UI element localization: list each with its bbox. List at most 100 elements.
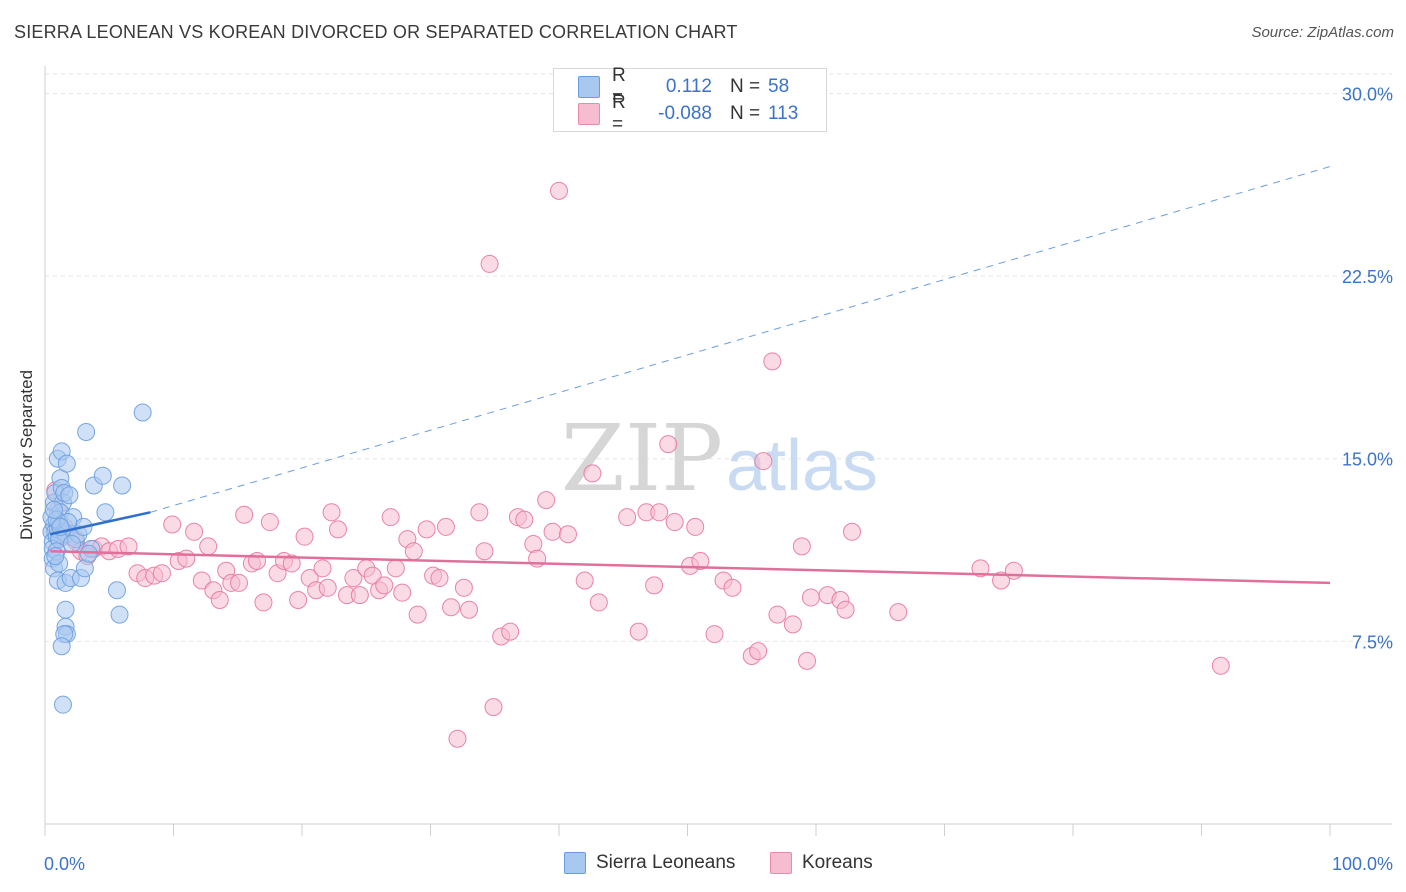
data-point (110, 605, 129, 624)
data-point (119, 537, 138, 556)
legend-row-koreans: R = -0.088 N = 113 (578, 92, 799, 135)
legend-item-koreans: Koreans (770, 852, 873, 874)
data-point (454, 578, 473, 597)
data-point (836, 600, 855, 619)
data-point (436, 517, 455, 536)
data-point (113, 476, 132, 495)
data-point (691, 552, 710, 571)
data-point (889, 603, 908, 622)
stats-legend: R = 0.112 N = 58 R = -0.088 N = 113 (553, 65, 827, 135)
data-point (448, 729, 467, 748)
data-point (763, 352, 782, 371)
data-point (543, 522, 562, 541)
data-point (645, 576, 664, 595)
data-point (768, 605, 787, 624)
data-point (44, 500, 63, 519)
data-point (230, 573, 249, 592)
data-point (404, 542, 423, 561)
data-point (163, 515, 182, 534)
data-point (93, 466, 112, 485)
data-point (665, 513, 684, 532)
chart-title: SIERRA LEONEAN VS KOREAN DIVORCED OR SEP… (14, 22, 738, 42)
data-point (192, 571, 211, 590)
legend-swatch (578, 103, 600, 125)
data-point (470, 503, 489, 522)
data-point (686, 517, 705, 536)
watermark: ZIP atlas (561, 405, 878, 512)
x-tick-label: 100.0% (1332, 854, 1393, 874)
y-tick-label: 7.5% (1352, 632, 1393, 652)
data-point (52, 637, 71, 656)
r-label: R = (612, 92, 626, 135)
r-value: 0.112 (665, 76, 712, 97)
data-point (417, 520, 436, 539)
watermark-atlas: atlas (726, 426, 878, 506)
data-point (313, 559, 332, 578)
trend-line-extension (150, 166, 1331, 513)
data-point (77, 422, 96, 441)
data-point (56, 600, 75, 619)
x-tick-label: 0.0% (44, 854, 85, 874)
data-point (289, 590, 308, 609)
data-point (754, 452, 773, 471)
data-point (575, 571, 594, 590)
data-point (842, 522, 861, 541)
data-point (550, 181, 568, 200)
data-point (705, 625, 724, 644)
legend-label: Sierra Leoneans (596, 852, 736, 873)
data-point (460, 600, 479, 619)
data-point (501, 622, 520, 641)
data-point (992, 571, 1011, 590)
n-label: N = (730, 103, 761, 124)
data-point (282, 554, 301, 573)
data-point (783, 615, 802, 634)
data-point (295, 527, 314, 546)
data-point (723, 578, 742, 597)
data-point (53, 695, 72, 714)
data-point (515, 510, 534, 529)
data-point (381, 508, 400, 527)
data-point (1211, 656, 1230, 675)
data-point (260, 513, 279, 532)
data-point (62, 534, 81, 553)
data-point (254, 593, 273, 612)
legend-swatch (564, 852, 586, 874)
data-point (583, 464, 602, 483)
data-point (177, 549, 196, 568)
data-point (408, 605, 427, 624)
data-point (386, 559, 405, 578)
source-label: Source: ZipAtlas.com (1251, 24, 1394, 41)
trend-lines (49, 166, 1331, 585)
data-point (798, 651, 817, 670)
r-label: R = (612, 65, 626, 108)
trend-line-koreans (50, 550, 1331, 585)
data-point (57, 454, 76, 473)
data-point (430, 569, 449, 588)
y-axis-label: Divorced or Separated (17, 369, 36, 541)
data-point (801, 588, 820, 607)
data-point (318, 578, 337, 597)
data-point (629, 622, 648, 641)
n-value: 113 (768, 103, 799, 124)
data-point (971, 559, 990, 578)
data-point (659, 435, 678, 454)
y-tick-label: 30.0% (1342, 84, 1393, 104)
data-point (133, 403, 152, 422)
data-point (589, 593, 608, 612)
data-point (350, 586, 369, 605)
r-value: -0.088 (658, 103, 712, 124)
data-point (1004, 561, 1023, 580)
watermark-zip: ZIP (561, 405, 723, 512)
data-point (199, 537, 218, 556)
legend-row-sierra-leoneans: R = 0.112 N = 58 (578, 65, 790, 108)
legend-swatch (578, 76, 600, 98)
data-point (79, 544, 98, 563)
data-point (235, 505, 254, 524)
data-point (558, 525, 577, 544)
y-tick-label: 15.0% (1342, 450, 1393, 470)
n-value: 58 (768, 76, 790, 97)
data-point (60, 486, 79, 505)
data-point (344, 569, 363, 588)
data-point (322, 503, 341, 522)
